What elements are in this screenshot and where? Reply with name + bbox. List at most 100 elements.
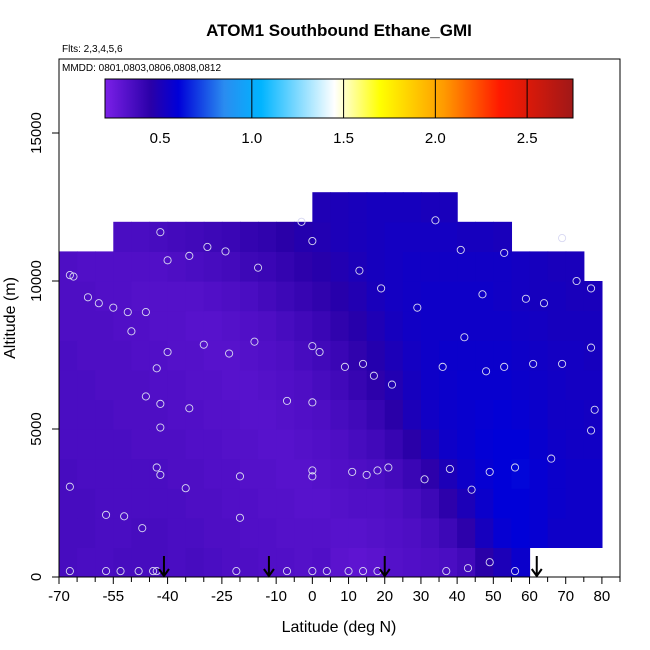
heatmap-cell — [204, 222, 223, 252]
heatmap-cell — [493, 429, 512, 459]
heatmap-cell — [511, 488, 530, 518]
heatmap-cell — [349, 370, 368, 400]
heatmap-cell — [59, 281, 78, 311]
heatmap-cell — [95, 399, 114, 429]
heatmap-cell — [95, 459, 114, 489]
heatmap-cell — [457, 251, 476, 281]
heatmap-cell — [439, 281, 458, 311]
heatmap-cell — [439, 399, 458, 429]
heatmap-cell — [59, 311, 78, 341]
heatmap-cell — [530, 311, 549, 341]
heatmap-cell — [168, 370, 187, 400]
heatmap-cell — [77, 281, 96, 311]
x-tick-label: 60 — [521, 588, 538, 605]
heatmap-cell — [222, 370, 241, 400]
heatmap-cell — [276, 251, 295, 281]
x-tick-label: -40 — [157, 588, 179, 605]
heatmap-cell — [385, 281, 404, 311]
heatmap-cell — [312, 370, 331, 400]
x-tick-label: 10 — [340, 588, 357, 605]
heatmap-cell — [222, 311, 241, 341]
colorbar-tick-label: 1.5 — [333, 130, 354, 147]
heatmap-cell — [95, 251, 114, 281]
heatmap-cell — [131, 340, 150, 370]
heatmap-cell — [566, 488, 585, 518]
heatmap-cell — [548, 311, 567, 341]
heatmap-cell — [276, 311, 295, 341]
heatmap-cell — [566, 251, 585, 281]
heatmap-cell — [566, 281, 585, 311]
colorbar-tick-label: 2.5 — [517, 130, 538, 147]
heatmap-cell — [439, 429, 458, 459]
heatmap-cell — [258, 518, 277, 548]
heatmap-cell — [566, 518, 585, 548]
heatmap-cell — [204, 518, 223, 548]
heatmap-cell — [330, 488, 349, 518]
heatmap-cell — [113, 459, 132, 489]
colorbar: 0.5 1.0 1.5 2.0 2.5 — [105, 79, 573, 147]
heatmap-cell — [168, 488, 187, 518]
heatmap-cell — [240, 399, 259, 429]
heatmap-cell — [186, 429, 205, 459]
heatmap-cell — [511, 518, 530, 548]
heatmap-cell — [403, 547, 422, 577]
heatmap-cell — [421, 251, 440, 281]
heatmap-cell — [330, 222, 349, 252]
sample-point — [558, 234, 565, 241]
heatmap-cell — [312, 488, 331, 518]
heatmap-cell — [258, 340, 277, 370]
x-tick-label: 0 — [308, 588, 316, 605]
heatmap-cell — [113, 251, 132, 281]
heatmap-cell — [113, 488, 132, 518]
heatmap-cell — [258, 281, 277, 311]
heatmap-cell — [421, 488, 440, 518]
heatmap-cell — [475, 518, 494, 548]
heatmap-cell — [493, 399, 512, 429]
heatmap-cell — [566, 340, 585, 370]
heatmap-cell — [475, 399, 494, 429]
chart-title: ATOM1 Southbound Ethane_GMI — [206, 21, 472, 40]
heatmap-cell — [95, 518, 114, 548]
heatmap-cell — [95, 547, 114, 577]
heatmap-cell — [403, 518, 422, 548]
heatmap-cell — [584, 518, 603, 548]
heatmap-cell — [204, 429, 223, 459]
heatmap-cell — [77, 459, 96, 489]
heatmap-cell — [385, 192, 404, 222]
heatmap-cell — [204, 311, 223, 341]
heatmap-cell — [168, 429, 187, 459]
heatmap-cell — [222, 488, 241, 518]
heatmap-cell — [403, 192, 422, 222]
heatmap-cell — [77, 518, 96, 548]
heatmap-cell — [349, 222, 368, 252]
colorbar-tick-label: 1.0 — [241, 130, 262, 147]
heatmap-cell — [276, 281, 295, 311]
heatmap-cell — [294, 311, 313, 341]
heatmap-cell — [349, 251, 368, 281]
heatmap-cell — [186, 459, 205, 489]
heatmap-cell — [421, 222, 440, 252]
heatmap-cell — [403, 429, 422, 459]
heatmap-cell — [95, 370, 114, 400]
heatmap-cell — [548, 399, 567, 429]
heatmap-cell — [349, 518, 368, 548]
heatmap-cell — [530, 340, 549, 370]
heatmap-cell — [59, 399, 78, 429]
heatmap-cell — [240, 311, 259, 341]
heatmap-cell — [349, 340, 368, 370]
heatmap-cell — [276, 488, 295, 518]
heatmap-cell — [149, 399, 168, 429]
heatmap-cell — [312, 429, 331, 459]
heatmap-cell — [457, 518, 476, 548]
heatmap-cell — [439, 251, 458, 281]
heatmap-cell — [258, 311, 277, 341]
heatmap-cell — [204, 281, 223, 311]
heatmap-cell — [511, 399, 530, 429]
heatmap-cell — [439, 370, 458, 400]
heatmap-cell — [258, 459, 277, 489]
heatmap-cell — [330, 547, 349, 577]
heatmap-cell — [566, 459, 585, 489]
heatmap-cell — [421, 370, 440, 400]
heatmap-cell — [367, 311, 386, 341]
heatmap-cell — [349, 311, 368, 341]
